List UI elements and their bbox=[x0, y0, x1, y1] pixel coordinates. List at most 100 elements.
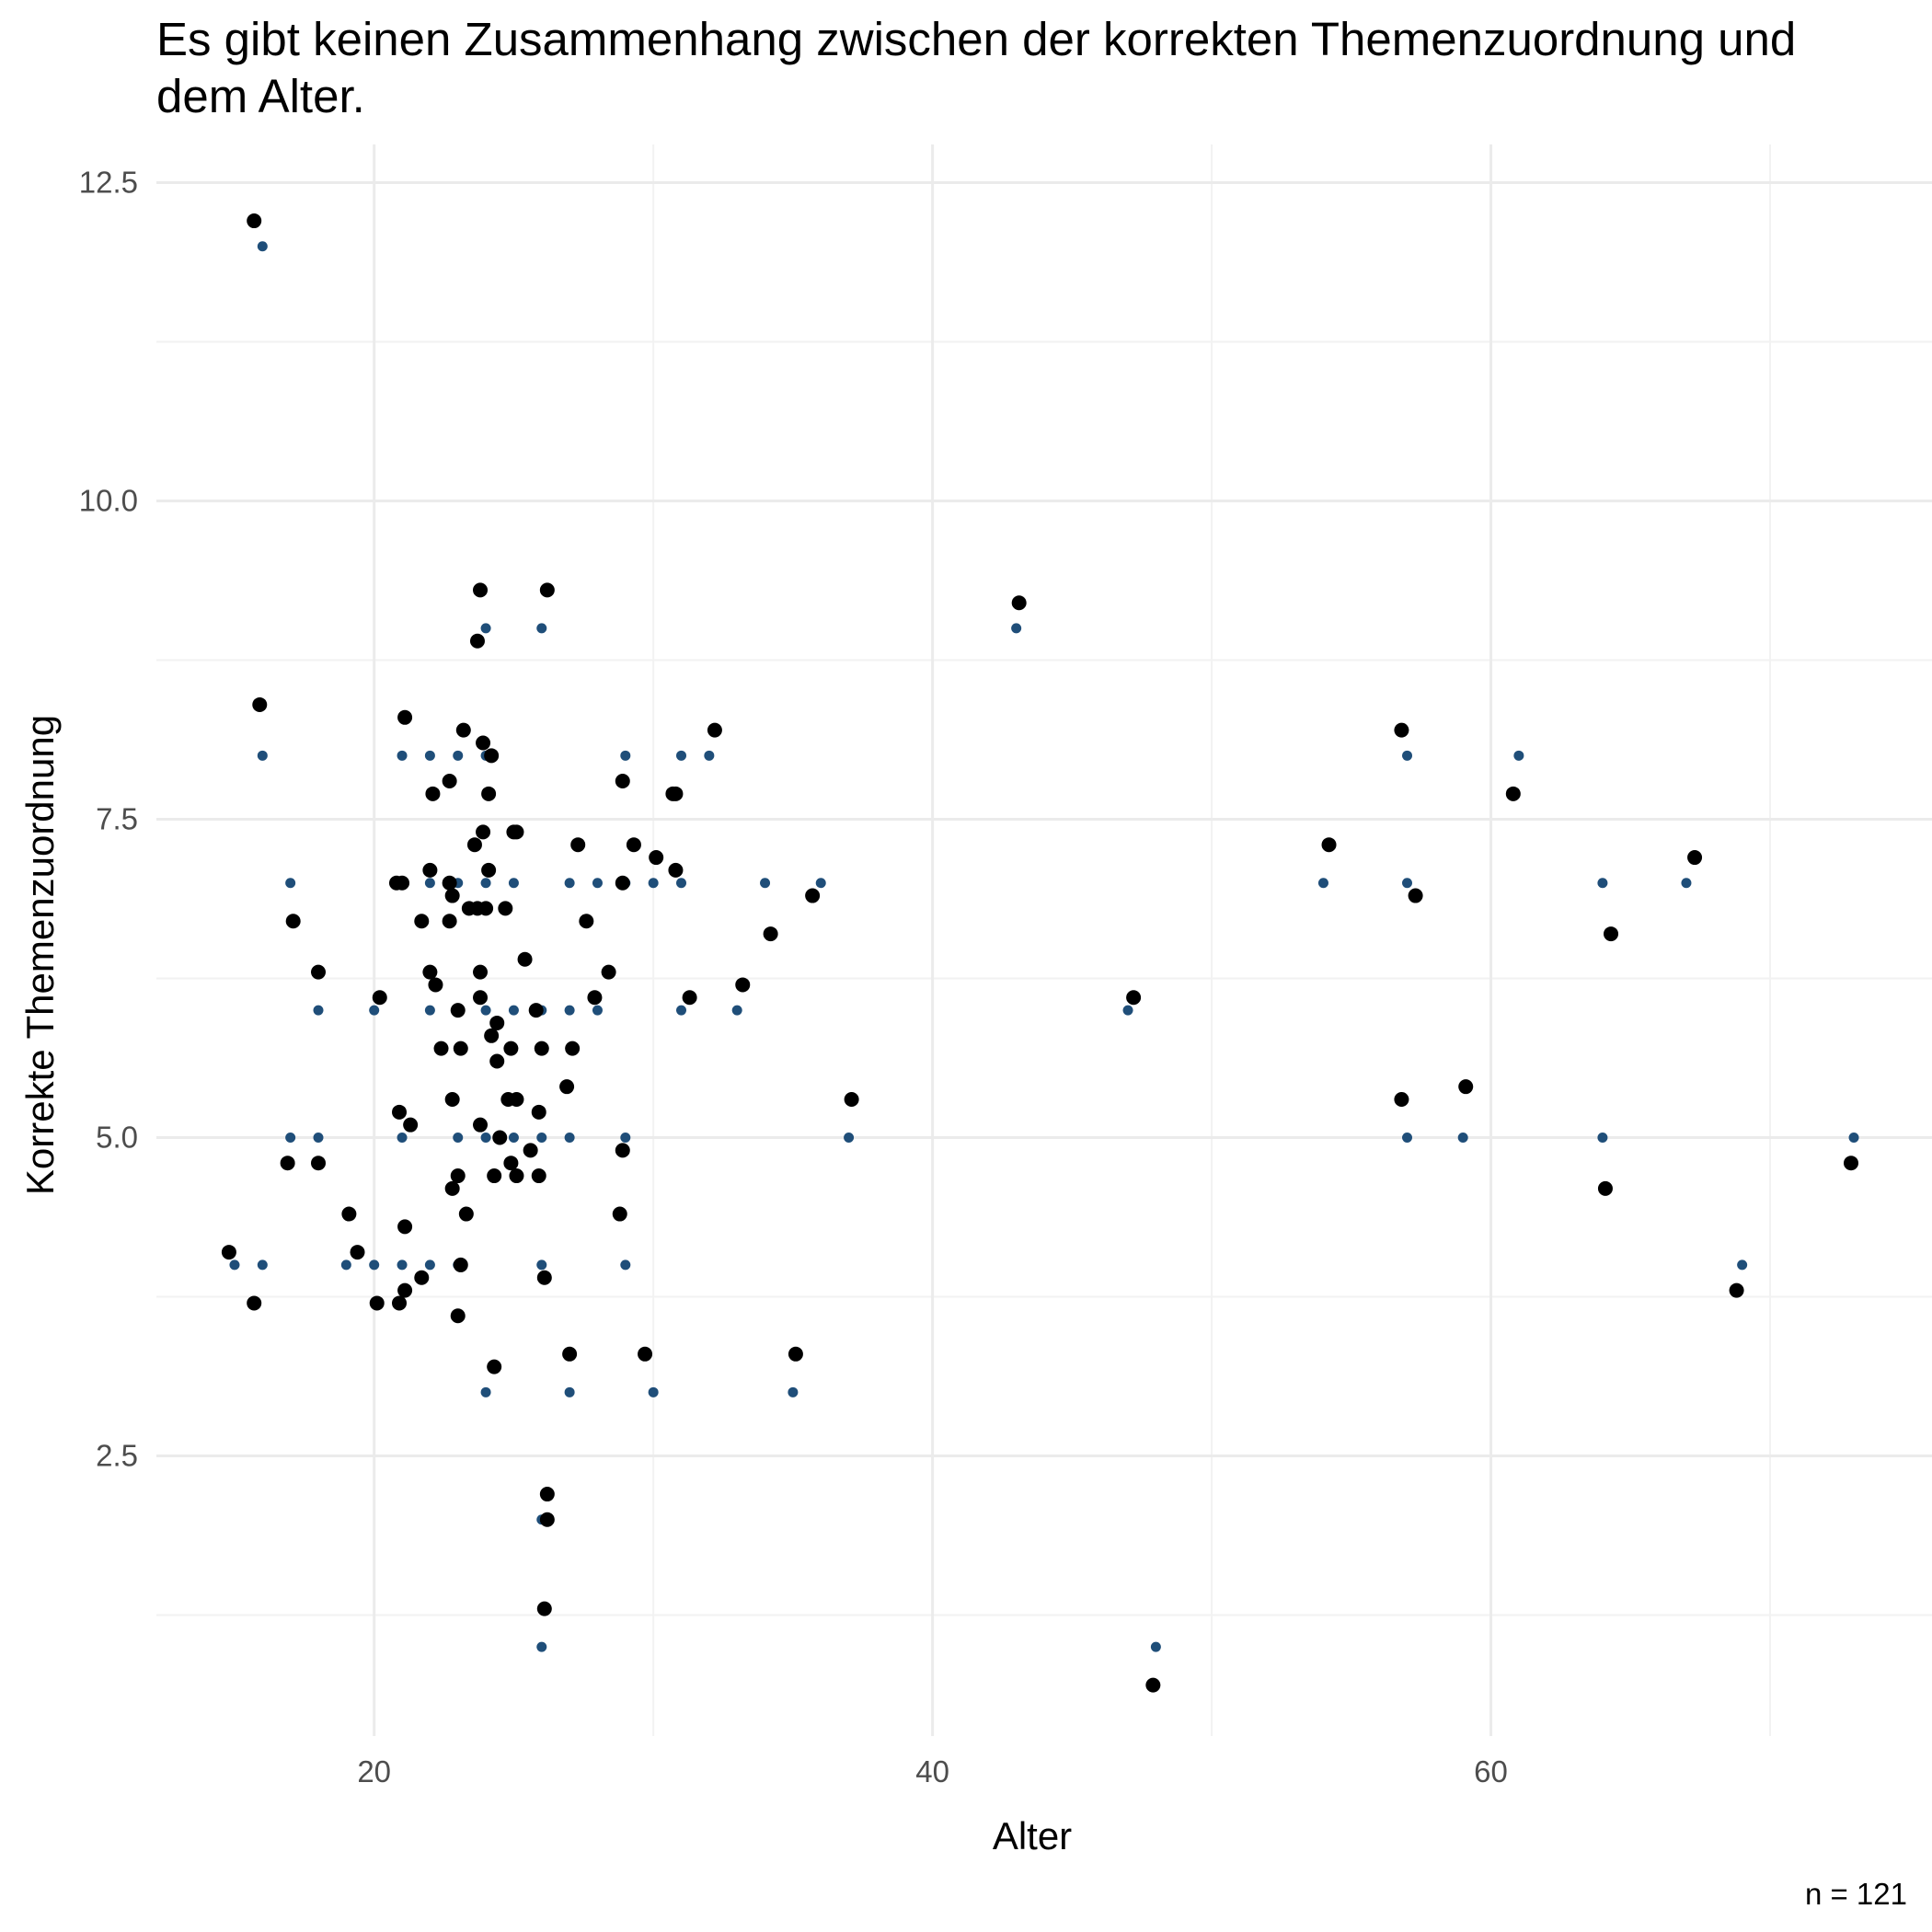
data-point bbox=[1321, 837, 1337, 853]
data-point bbox=[489, 1015, 505, 1030]
data-point bbox=[562, 1346, 578, 1362]
data-point bbox=[424, 878, 435, 889]
data-point bbox=[536, 1259, 547, 1271]
data-point bbox=[707, 722, 722, 738]
data-point bbox=[257, 1259, 268, 1271]
data-point bbox=[1011, 595, 1027, 611]
data-point bbox=[735, 977, 751, 993]
data-point bbox=[397, 750, 408, 761]
data-point bbox=[480, 878, 491, 889]
data-point bbox=[476, 824, 491, 840]
data-point bbox=[763, 926, 778, 942]
data-point bbox=[1394, 722, 1409, 738]
data-point bbox=[455, 722, 471, 738]
data-point bbox=[1145, 1677, 1161, 1693]
data-point bbox=[528, 1003, 544, 1018]
data-point bbox=[539, 1512, 555, 1527]
data-point bbox=[508, 1005, 519, 1016]
data-point bbox=[397, 1133, 408, 1144]
data-point bbox=[615, 1143, 630, 1158]
data-point bbox=[280, 1156, 295, 1171]
data-point bbox=[480, 623, 491, 634]
x-tick-label: 20 bbox=[357, 1754, 391, 1788]
data-point bbox=[480, 1386, 491, 1397]
data-point bbox=[1126, 990, 1142, 1006]
data-point bbox=[414, 914, 430, 929]
data-point bbox=[285, 1133, 296, 1144]
x-axis-title: Alter bbox=[993, 1814, 1072, 1857]
data-point bbox=[428, 977, 443, 993]
data-point bbox=[450, 1168, 466, 1184]
data-point bbox=[1401, 878, 1412, 889]
data-point bbox=[285, 914, 301, 929]
data-point bbox=[453, 1041, 468, 1056]
data-point bbox=[565, 1041, 581, 1056]
data-point bbox=[1687, 850, 1703, 866]
sample-size-caption: n = 121 bbox=[1805, 1877, 1907, 1911]
x-tick-label: 60 bbox=[1474, 1754, 1508, 1788]
data-point bbox=[369, 1259, 380, 1271]
data-point bbox=[473, 990, 489, 1006]
data-point bbox=[536, 1601, 552, 1616]
data-point bbox=[1848, 1133, 1859, 1144]
data-point bbox=[369, 1295, 385, 1311]
data-point bbox=[444, 888, 460, 903]
x-axis-ticks: 20 40 60 bbox=[357, 1754, 1508, 1788]
data-point bbox=[539, 582, 555, 598]
data-point bbox=[466, 837, 482, 853]
data-point bbox=[473, 1117, 489, 1133]
data-point bbox=[570, 837, 586, 853]
data-point bbox=[473, 582, 489, 598]
data-point bbox=[392, 1104, 408, 1120]
data-point bbox=[442, 875, 457, 891]
data-point bbox=[458, 1206, 474, 1222]
data-point bbox=[612, 1206, 627, 1222]
data-point bbox=[638, 1346, 653, 1362]
data-point bbox=[442, 774, 457, 788]
y-tick-label: 10.0 bbox=[79, 484, 138, 518]
data-point bbox=[313, 1005, 324, 1016]
data-point bbox=[1458, 1079, 1474, 1095]
data-point bbox=[517, 951, 533, 967]
data-point bbox=[1408, 888, 1423, 903]
data-point bbox=[395, 875, 410, 891]
data-point bbox=[453, 1133, 464, 1144]
y-tick-label: 2.5 bbox=[96, 1439, 138, 1473]
data-point bbox=[534, 1041, 549, 1056]
data-point bbox=[424, 1005, 435, 1016]
data-point bbox=[350, 1245, 365, 1260]
data-point bbox=[498, 901, 513, 916]
data-point bbox=[1401, 1133, 1412, 1144]
data-point bbox=[397, 1282, 413, 1298]
data-point bbox=[424, 1259, 435, 1271]
data-point bbox=[450, 1308, 466, 1324]
data-point bbox=[1597, 878, 1608, 889]
data-point bbox=[536, 1133, 547, 1144]
data-point bbox=[592, 878, 603, 889]
data-point bbox=[397, 1219, 413, 1235]
data-point bbox=[1513, 750, 1524, 761]
data-point bbox=[564, 1005, 575, 1016]
data-point bbox=[1729, 1282, 1744, 1298]
y-tick-label: 12.5 bbox=[79, 166, 138, 200]
data-point bbox=[285, 878, 296, 889]
data-point bbox=[481, 786, 497, 801]
data-point bbox=[484, 1028, 500, 1043]
data-point bbox=[676, 1005, 687, 1016]
data-point bbox=[372, 990, 387, 1006]
data-point bbox=[536, 1641, 547, 1652]
data-point bbox=[579, 914, 594, 929]
gridlines bbox=[156, 144, 1932, 1736]
data-point bbox=[620, 750, 631, 761]
data-point bbox=[620, 1259, 631, 1271]
data-point bbox=[503, 1041, 519, 1056]
data-point bbox=[649, 850, 664, 866]
data-points bbox=[221, 213, 1859, 1693]
data-point bbox=[1597, 1133, 1608, 1144]
data-point bbox=[648, 1386, 659, 1397]
data-point bbox=[536, 1270, 552, 1285]
data-point bbox=[311, 1156, 327, 1171]
data-point bbox=[257, 750, 268, 761]
data-point bbox=[1150, 1641, 1161, 1652]
